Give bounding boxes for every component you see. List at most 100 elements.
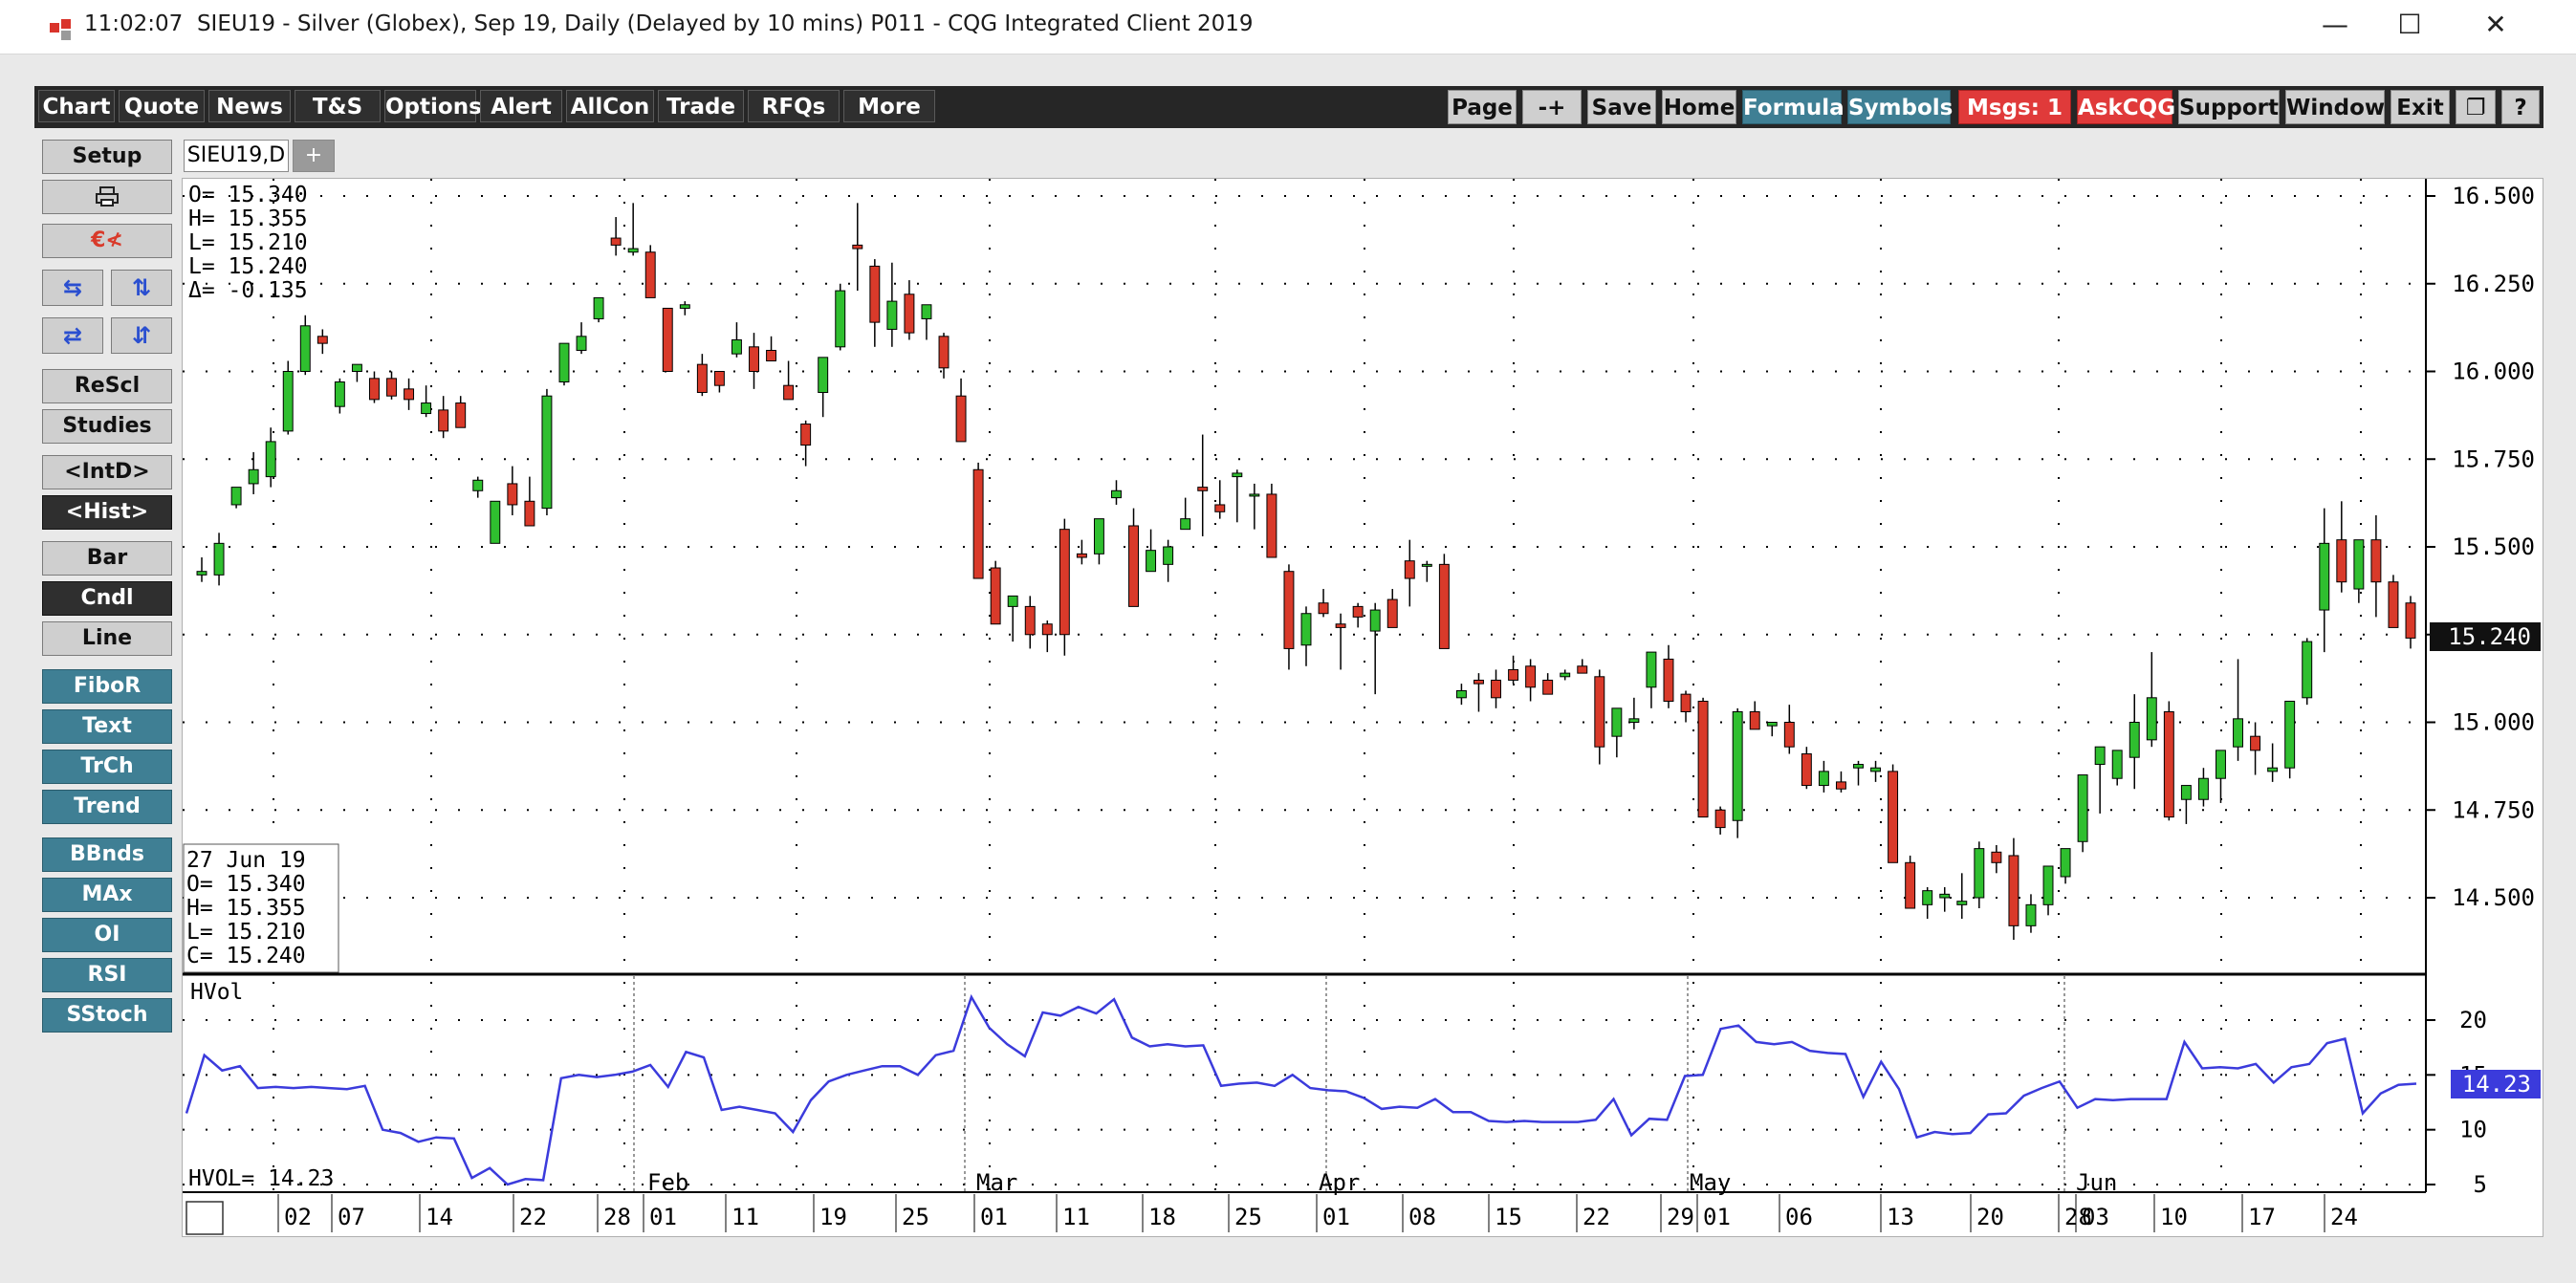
trend-line-button[interactable]: Trend xyxy=(42,790,172,824)
studies-button[interactable]: Studies xyxy=(42,409,172,444)
date-label: 19 xyxy=(819,1204,847,1230)
candle-down xyxy=(317,336,328,344)
candle-up xyxy=(576,336,587,351)
candle-up xyxy=(1853,764,1864,769)
printer-icon xyxy=(96,186,119,207)
formula-button[interactable]: Formula xyxy=(1742,90,1845,124)
maximize-button[interactable]: ☐ xyxy=(2397,9,2422,40)
scroll-left-button[interactable]: ⇆ xyxy=(42,270,103,306)
hvol-readout: HVOL= 14.23 xyxy=(188,1166,334,1191)
candle-up xyxy=(2353,539,2365,590)
menu-more[interactable]: More xyxy=(843,90,935,122)
tab-sieu19[interactable]: SIEU19,D xyxy=(184,140,289,172)
menu-news[interactable]: News xyxy=(208,90,291,122)
ohlc-top-low: L= 15.210 xyxy=(188,230,308,255)
trend-channel-button[interactable]: TrCh xyxy=(42,750,172,784)
save-button[interactable]: Save xyxy=(1587,90,1656,124)
home-button[interactable]: Home xyxy=(1662,90,1736,124)
setup-button[interactable]: Setup xyxy=(42,140,172,174)
menu-rfqs[interactable]: RFQs xyxy=(748,90,840,122)
bar-chart-button[interactable]: Bar xyxy=(42,541,172,576)
fibonacci-button[interactable]: FiboR xyxy=(42,669,172,704)
hvol-tick-label: 5 xyxy=(2474,1171,2487,1198)
date-label: 22 xyxy=(519,1204,547,1230)
exit-button[interactable]: Exit xyxy=(2390,90,2450,124)
line-chart-button[interactable]: Line xyxy=(42,621,172,656)
menu-ts[interactable]: T&S xyxy=(295,90,381,122)
candle-up xyxy=(679,304,690,309)
menu-quote[interactable]: Quote xyxy=(119,90,205,122)
chart-area[interactable]: 16.50016.25016.00015.75015.50015.25015.0… xyxy=(182,178,2543,1237)
symbols-button[interactable]: Symbols xyxy=(1847,90,1953,124)
page-button[interactable]: Page xyxy=(1448,90,1517,124)
moving-average-button[interactable]: MAx xyxy=(42,878,172,912)
candle-up xyxy=(196,571,207,576)
date-label: 28 xyxy=(603,1204,631,1230)
date-label: 01 xyxy=(1703,1204,1731,1230)
historical-button[interactable]: <Hist> xyxy=(42,495,172,530)
date-label: 10 xyxy=(2160,1204,2188,1230)
candle-down xyxy=(404,388,415,401)
plus-minus-button[interactable]: -+ xyxy=(1522,90,1582,124)
compress-vertical-button[interactable]: ⇵ xyxy=(111,317,172,354)
candle-up xyxy=(248,468,259,485)
date-label: 08 xyxy=(1408,1204,1436,1230)
ohlc-top-high: H= 15.355 xyxy=(188,207,308,231)
price-tick-label: 15.500 xyxy=(2452,533,2535,560)
candle-up xyxy=(1870,767,1882,772)
restore-icon[interactable]: ❐ xyxy=(2456,90,2496,124)
app-logo-icon xyxy=(50,19,71,40)
candle-up xyxy=(627,248,639,253)
candle-down xyxy=(524,500,535,527)
last-price-label: 15.240 xyxy=(2448,623,2531,650)
candle-up xyxy=(2216,750,2226,779)
scroll-vertical-button[interactable]: ⇅ xyxy=(111,270,172,306)
date-label: 24 xyxy=(2330,1204,2358,1230)
close-button[interactable]: ✕ xyxy=(2484,9,2507,40)
minimize-button[interactable]: — xyxy=(2322,9,2348,40)
compress-horizontal-button[interactable]: ⇄ xyxy=(42,317,103,354)
last-price-marker xyxy=(2430,622,2541,651)
sidebar-toolbar: Setup €≮ ⇆ ⇅ ⇄ ⇵ ReScl Studies <IntD> <H… xyxy=(34,134,180,1233)
window-time: 11:02:07 xyxy=(84,11,184,36)
price-axis-labels: 16.50016.25016.00015.75015.50015.25015.0… xyxy=(2426,183,2535,1198)
currency-button[interactable]: €≮ xyxy=(42,224,172,258)
chart-canvas[interactable]: 16.50016.25016.00015.75015.50015.25015.0… xyxy=(183,179,2543,1236)
hvol-last-label: 14.23 xyxy=(2462,1071,2531,1098)
bollinger-bands-button[interactable]: BBnds xyxy=(42,837,172,872)
compress-icon: ⇄ xyxy=(62,322,83,349)
price-tick-label: 14.500 xyxy=(2452,884,2535,911)
window-menu-button[interactable]: Window xyxy=(2285,90,2385,124)
rsi-button[interactable]: RSI xyxy=(42,958,172,992)
candle-up xyxy=(1956,901,1968,905)
messages-button[interactable]: Msgs: 1 xyxy=(1958,90,2071,124)
candle-down xyxy=(1594,676,1605,748)
support-button[interactable]: Support xyxy=(2178,90,2280,124)
candle-up xyxy=(2077,774,2088,842)
menu-options[interactable]: Options xyxy=(384,90,482,122)
candle-down xyxy=(1404,560,1415,579)
print-button[interactable] xyxy=(42,180,172,214)
open-interest-button[interactable]: OI xyxy=(42,918,172,952)
candle-up xyxy=(1369,609,1381,632)
askcqg-button[interactable]: AskCQG xyxy=(2077,90,2175,124)
intraday-button[interactable]: <IntD> xyxy=(42,455,172,489)
hvol-tick-label: 20 xyxy=(2459,1007,2487,1033)
rescale-button[interactable]: ReScl xyxy=(42,369,172,403)
candle-down xyxy=(1059,529,1070,636)
menu-chart[interactable]: Chart xyxy=(38,90,115,122)
menu-allcon[interactable]: AllCon xyxy=(566,90,654,122)
title-bar: 11:02:07 SIEU19 - Silver (Globex), Sep 1… xyxy=(0,0,2576,54)
candle-down xyxy=(2163,710,2174,818)
candle-up xyxy=(1300,613,1312,646)
date-label: 01 xyxy=(1322,1204,1350,1230)
add-tab-button[interactable]: + xyxy=(293,140,335,172)
help-button[interactable]: ? xyxy=(2501,90,2540,124)
stochastic-button[interactable]: SStoch xyxy=(42,998,172,1033)
candle-chart-button[interactable]: Cndl xyxy=(42,581,172,616)
month-label: Feb xyxy=(647,1169,688,1196)
candle-up xyxy=(1974,848,1985,899)
text-tool-button[interactable]: Text xyxy=(42,709,172,744)
menu-trade[interactable]: Trade xyxy=(658,90,744,122)
menu-alert[interactable]: Alert xyxy=(480,90,562,122)
